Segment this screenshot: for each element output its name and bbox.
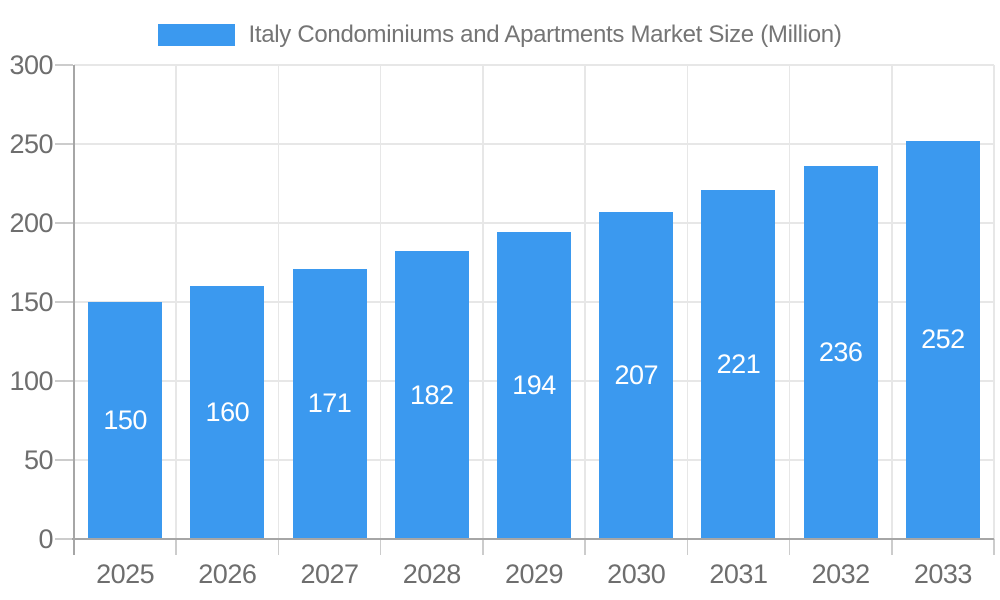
legend-label: Italy Condominiums and Apartments Market…	[248, 21, 842, 48]
x-axis-tick-label: 2028	[402, 559, 462, 589]
y-axis-tick	[55, 222, 73, 224]
y-axis-tick-label: 150	[9, 286, 53, 317]
bar: 182	[394, 251, 469, 539]
gridline-vertical	[584, 65, 586, 539]
x-axis-tick	[379, 539, 382, 555]
gridline-vertical	[891, 65, 893, 539]
y-axis-tick-label: 50	[23, 444, 54, 475]
y-axis-tick-label: 300	[9, 49, 53, 80]
gridline-horizontal	[74, 64, 994, 66]
bar: 221	[701, 189, 776, 539]
bar: 171	[292, 268, 367, 539]
y-axis-line	[73, 65, 75, 555]
bar-value-label: 182	[409, 379, 454, 410]
y-axis-tick-label: 100	[9, 365, 53, 396]
x-axis-tick	[584, 539, 586, 555]
gridline-vertical	[175, 65, 177, 539]
bar-value-label: 194	[512, 370, 556, 401]
x-axis-tick-label: 2026	[198, 559, 257, 589]
x-axis-tick	[175, 539, 177, 555]
y-axis-tick	[55, 143, 73, 145]
legend: Italy Condominiums and Apartments Market…	[0, 21, 1000, 49]
y-axis-tick	[55, 459, 73, 461]
x-axis-tick	[891, 539, 893, 555]
gridline-vertical	[686, 65, 689, 539]
gridline-vertical	[482, 65, 484, 539]
bar-value-label: 171	[307, 388, 352, 419]
x-axis-tick	[686, 539, 689, 555]
x-axis-tick	[277, 539, 280, 555]
y-axis-tick-label: 200	[9, 207, 53, 238]
x-axis-tick-label: 2025	[96, 559, 155, 589]
bar: 194	[497, 232, 571, 539]
gridline-horizontal	[74, 222, 994, 224]
x-axis-tick-label: 2027	[300, 559, 360, 589]
gridline-horizontal	[74, 143, 994, 145]
x-axis-tick	[993, 539, 995, 555]
x-axis-tick	[482, 539, 484, 555]
bar: 252	[905, 140, 980, 539]
bar-value-label: 236	[818, 337, 863, 368]
gridline-vertical	[993, 65, 995, 539]
bar-value-label: 221	[716, 348, 761, 379]
bar-value-label: 150	[103, 405, 147, 435]
bar-value-label: 252	[921, 324, 965, 355]
y-axis-tick	[55, 301, 73, 303]
gridline-vertical	[277, 65, 280, 539]
x-axis-tick-label: 2031	[709, 559, 768, 589]
bar-value-label: 207	[614, 359, 658, 390]
gridline-vertical	[788, 65, 791, 539]
x-axis-line	[72, 538, 994, 540]
bar: 236	[803, 166, 878, 539]
y-axis-tick	[55, 538, 73, 540]
plot-area: 0 50 100 150 200 250 300 2025 2026 2027 2028 2029 20…	[9, 51, 995, 588]
x-axis-tick-label: 2030	[607, 559, 666, 589]
bar: 207	[599, 211, 674, 539]
y-axis-tick	[55, 380, 73, 382]
legend-swatch	[158, 24, 236, 46]
bar: 150	[88, 302, 163, 539]
x-axis-tick-label: 2033	[913, 559, 973, 589]
y-axis-tick-label: 250	[9, 128, 53, 159]
y-axis-tick-label: 0	[38, 523, 53, 554]
x-axis-tick-label: 2029	[504, 559, 564, 589]
x-axis-tick-label: 2032	[811, 559, 871, 589]
y-axis-tick	[55, 64, 73, 66]
bar: 160	[190, 286, 265, 539]
x-axis-tick	[788, 539, 791, 555]
gridline-vertical	[379, 65, 382, 539]
bar-value-label: 160	[205, 397, 250, 428]
